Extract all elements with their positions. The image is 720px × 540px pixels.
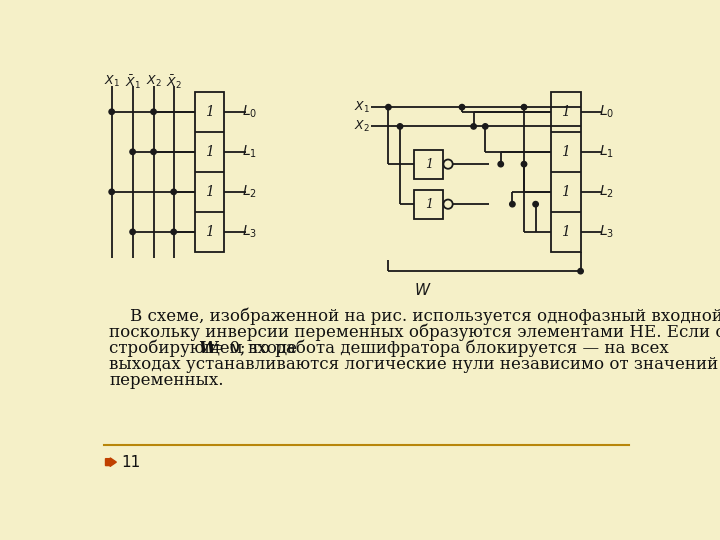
Bar xyxy=(194,92,224,252)
Circle shape xyxy=(578,268,583,274)
Circle shape xyxy=(150,149,156,154)
Text: $L_2$: $L_2$ xyxy=(598,184,613,200)
Circle shape xyxy=(444,200,453,209)
Text: 1: 1 xyxy=(425,198,433,211)
Text: 1: 1 xyxy=(562,105,570,119)
Text: = 0; то работа дешифратора блокируется — на всех: = 0; то работа дешифратора блокируется —… xyxy=(205,340,669,357)
Text: 1: 1 xyxy=(205,145,214,159)
Text: 1: 1 xyxy=(205,225,214,239)
Bar xyxy=(414,150,444,179)
Circle shape xyxy=(130,149,135,154)
Circle shape xyxy=(444,159,453,168)
Bar xyxy=(414,190,444,219)
Text: поскольку инверсии переменных образуются элементами НЕ. Если сигнал на: поскольку инверсии переменных образуются… xyxy=(109,323,720,341)
Text: переменных.: переменных. xyxy=(109,372,224,389)
Circle shape xyxy=(521,161,527,167)
Circle shape xyxy=(171,229,176,234)
Circle shape xyxy=(510,201,515,207)
Text: $L_2$: $L_2$ xyxy=(242,184,257,200)
Text: $L_3$: $L_3$ xyxy=(598,224,613,240)
Circle shape xyxy=(533,201,539,207)
Circle shape xyxy=(459,104,464,110)
Circle shape xyxy=(521,104,527,110)
Text: 1: 1 xyxy=(205,105,214,119)
Text: стробирующем входе: стробирующем входе xyxy=(109,340,302,357)
Text: 1: 1 xyxy=(425,158,433,171)
Circle shape xyxy=(150,109,156,114)
Circle shape xyxy=(109,189,114,194)
Text: $X_2$: $X_2$ xyxy=(145,74,161,89)
Text: 1: 1 xyxy=(562,185,570,199)
Circle shape xyxy=(397,124,402,129)
Circle shape xyxy=(482,124,488,129)
Text: $\bar{X}_1$: $\bar{X}_1$ xyxy=(125,73,140,91)
FancyArrow shape xyxy=(106,458,117,467)
Circle shape xyxy=(171,189,176,194)
Text: 1: 1 xyxy=(562,225,570,239)
Text: $X_2$: $X_2$ xyxy=(354,119,369,134)
Text: $L_0$: $L_0$ xyxy=(242,104,257,120)
Circle shape xyxy=(498,161,503,167)
Text: выходах устанавливаются логические нули независимо от значений входных: выходах устанавливаются логические нули … xyxy=(109,356,720,373)
Circle shape xyxy=(130,229,135,234)
Text: $W$: $W$ xyxy=(415,282,432,298)
Bar xyxy=(551,92,580,252)
Text: $L_0$: $L_0$ xyxy=(598,104,613,120)
Text: W: W xyxy=(199,340,217,357)
Text: 1: 1 xyxy=(205,185,214,199)
Text: $L_1$: $L_1$ xyxy=(598,144,613,160)
Text: $X_1$: $X_1$ xyxy=(104,74,120,89)
Text: $\bar{X}_2$: $\bar{X}_2$ xyxy=(166,73,181,91)
Circle shape xyxy=(471,124,477,129)
Text: $L_3$: $L_3$ xyxy=(242,224,257,240)
Text: В схеме, изображенной на рис. используется однофазный входной код,: В схеме, изображенной на рис. использует… xyxy=(109,307,720,325)
Text: 1: 1 xyxy=(562,145,570,159)
Text: $L_1$: $L_1$ xyxy=(242,144,257,160)
Circle shape xyxy=(109,109,114,114)
Text: $X_1$: $X_1$ xyxy=(354,99,369,114)
Text: 11: 11 xyxy=(121,455,140,470)
Circle shape xyxy=(386,104,391,110)
